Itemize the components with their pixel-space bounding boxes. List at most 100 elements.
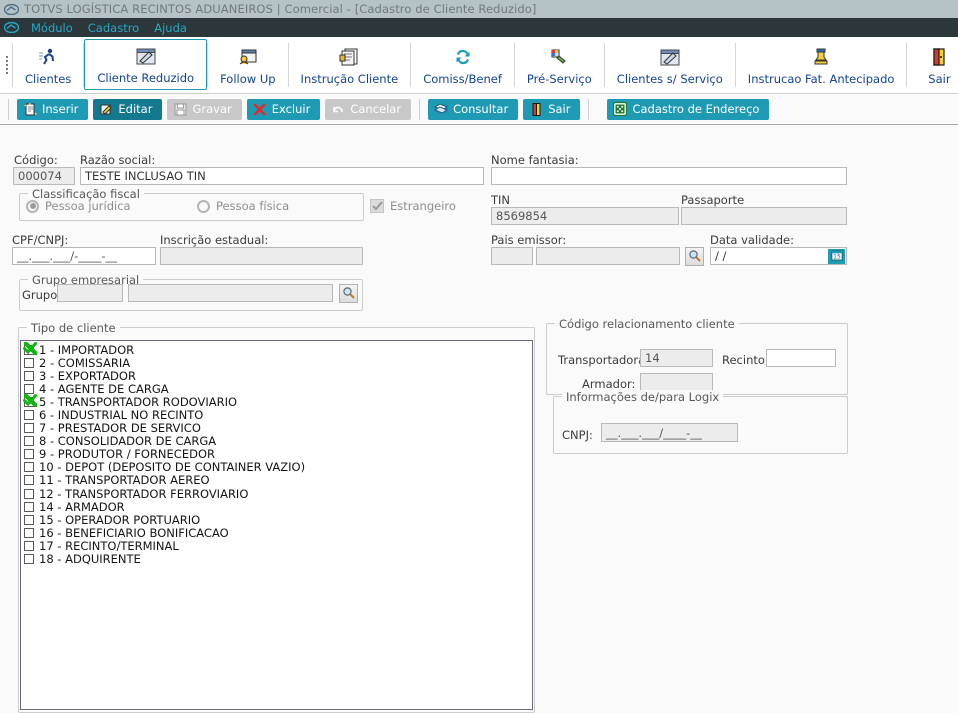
- checkbox-checked-icon[interactable]: [23, 341, 37, 355]
- checkbox-icon[interactable]: [24, 554, 34, 565]
- tipo-cliente-item[interactable]: 14 - ARMADOR: [21, 500, 532, 514]
- window-pen-icon: [136, 44, 156, 68]
- ribbon-item-pre-servico[interactable]: Pré-Serviço: [515, 37, 604, 93]
- tipo-cliente-item[interactable]: 6 - INDUSTRIAL NO RECINTO: [21, 408, 532, 423]
- tipo-cliente-item-label: 6 - INDUSTRIAL NO RECINTO: [39, 408, 204, 423]
- ribbon-item-instrucao-cliente[interactable]: Instrução Cliente: [289, 37, 411, 93]
- sair-button[interactable]: Sair: [523, 98, 581, 120]
- consultar-button[interactable]: Consultar: [428, 98, 519, 120]
- tipo-cliente-item[interactable]: 5 - TRANSPORTADOR RODOVIARIO: [21, 393, 532, 409]
- tipo-cliente-item[interactable]: 7 - PRESTADOR DE SERVICO: [21, 421, 532, 435]
- checkbox-icon[interactable]: [24, 357, 34, 368]
- cancelar-button[interactable]: Cancelar: [325, 98, 412, 120]
- tipo-cliente-item[interactable]: 2 - COMISSARIA: [21, 356, 532, 370]
- ribbon-label-instrucao-cliente: Instrução Cliente: [300, 72, 399, 86]
- checkbox-icon[interactable]: [24, 383, 34, 394]
- menu-item-ajuda[interactable]: Ajuda: [154, 20, 187, 35]
- grupo-code-input[interactable]: [57, 284, 123, 302]
- tin-input[interactable]: 8569854: [491, 207, 679, 225]
- checkbox-icon[interactable]: [24, 501, 34, 512]
- inserir-button[interactable]: Inserir: [17, 98, 89, 120]
- title-bar: TOTVS LOGÍSTICA RECINTOS ADUANEIROS | Co…: [0, 0, 958, 18]
- tipo-cliente-item[interactable]: 9 - PRODUTOR / FORNECEDOR: [21, 447, 532, 461]
- ribbon-label-pre-servico: Pré-Serviço: [526, 72, 592, 86]
- data-validade-input[interactable]: / /: [710, 247, 847, 265]
- person-card-icon: [238, 45, 258, 69]
- tipo-cliente-list[interactable]: 1 - IMPORTADOR 2 - COMISSARIA 3 - EXPORTAD…: [20, 340, 533, 710]
- ribbon-item-sair[interactable]: Sair: [907, 37, 958, 93]
- ribbon-item-comiss-benef[interactable]: Comiss/Benef: [411, 37, 514, 93]
- ribbon-separator: [83, 43, 85, 87]
- tipo-cliente-item[interactable]: 10 - DEPOT (DEPOSITO DE CONTAINER VAZIO): [21, 460, 532, 474]
- window-pen-icon: [660, 45, 680, 69]
- logix-cnpj-input[interactable]: __.___.___/____-__: [601, 423, 738, 442]
- ribbon-item-clientes-sem-servico[interactable]: Clientes s/ Serviço: [605, 37, 735, 93]
- edit-icon: [99, 102, 113, 116]
- grupo-lookup-button[interactable]: [339, 284, 358, 303]
- grupo-name-input[interactable]: [128, 284, 333, 302]
- checkbox-icon[interactable]: [24, 540, 34, 551]
- codigo-input[interactable]: 000074: [13, 167, 75, 185]
- palette-icon: [549, 45, 569, 69]
- checkbox-icon[interactable]: [24, 514, 34, 525]
- checkbox-icon[interactable]: [24, 527, 34, 538]
- toolbar-grip[interactable]: [2, 37, 12, 93]
- radio-pessoa-juridica[interactable]: Pessoa jurídica: [26, 199, 131, 213]
- inserir-label: Inserir: [42, 102, 79, 116]
- passaporte-input[interactable]: [681, 207, 847, 225]
- transportadora-label: Transportadora:: [558, 353, 649, 367]
- window-title: TOTVS LOGÍSTICA RECINTOS ADUANEIROS | Co…: [24, 2, 537, 16]
- menu-item-cadastro[interactable]: Cadastro: [87, 20, 140, 35]
- data-validade-calendar-button[interactable]: 15: [828, 248, 845, 264]
- ribbon-item-instrucao-fat-antecipado[interactable]: Instrucao Fat. Antecipado: [736, 37, 907, 93]
- checkbox-icon[interactable]: [24, 462, 34, 473]
- checkbox-icon[interactable]: [24, 436, 34, 447]
- totvs-logo-icon: [4, 3, 19, 15]
- pais-emissor-code-input[interactable]: [491, 247, 533, 265]
- tipo-cliente-item[interactable]: 17 - RECINTO/TERMINAL: [21, 539, 532, 553]
- cpf-cnpj-label: CPF/CNPJ:: [12, 233, 69, 247]
- menu-item-modulo[interactable]: Módulo: [31, 20, 73, 35]
- cpf-cnpj-input[interactable]: __.___.___/-____-__: [12, 247, 156, 265]
- checkbox-checked-icon[interactable]: [23, 393, 37, 407]
- ribbon-item-follow-up[interactable]: Follow Up: [208, 37, 287, 93]
- passaporte-label: Passaporte: [681, 193, 745, 207]
- nome-fantasia-input[interactable]: [491, 167, 847, 185]
- radio-pessoa-fisica[interactable]: Pessoa física: [197, 199, 289, 213]
- recinto-input[interactable]: [766, 349, 836, 367]
- excluir-button[interactable]: Excluir: [246, 98, 321, 120]
- checkbox-icon[interactable]: [24, 449, 34, 460]
- tipo-cliente-item[interactable]: 15 - OPERADOR PORTUARIO: [21, 513, 532, 527]
- editar-label: Editar: [118, 102, 153, 116]
- pais-emissor-lookup-button[interactable]: [685, 247, 704, 266]
- ribbon-item-cliente-reduzido[interactable]: Cliente Reduzido: [84, 39, 208, 90]
- tipo-cliente-item[interactable]: 12 - TRANSPORTADOR FERROVIARIO: [21, 487, 532, 501]
- editar-button[interactable]: Editar: [93, 98, 163, 120]
- checkbox-icon[interactable]: [24, 410, 34, 421]
- tipo-cliente-item[interactable]: 8 - CONSOLIDADOR DE CARGA: [21, 434, 532, 448]
- checkbox-icon[interactable]: [24, 423, 34, 434]
- tipo-cliente-item[interactable]: 11 - TRANSPORTADOR AEREO: [21, 473, 532, 487]
- classificacao-fiscal-group: Classificação fiscal: [19, 187, 364, 221]
- svg-text:15: 15: [833, 253, 841, 260]
- cadastro-endereco-button[interactable]: Cadastro de Endereço: [607, 98, 770, 120]
- magnifier-icon: [342, 286, 355, 302]
- ribbon-separator: [207, 43, 209, 87]
- razao-social-input[interactable]: TESTE INCLUSAO TIN: [80, 167, 484, 185]
- tipo-cliente-item[interactable]: 3 - EXPORTADOR: [21, 369, 532, 383]
- checkbox-icon[interactable]: [24, 488, 34, 499]
- checkbox-icon[interactable]: [24, 370, 34, 381]
- gravar-button[interactable]: Gravar: [167, 98, 242, 120]
- save-icon: [173, 102, 187, 116]
- pais-emissor-name-input[interactable]: [536, 247, 680, 265]
- estrangeiro-checkbox[interactable]: Estrangeiro: [370, 199, 456, 213]
- tipo-cliente-item[interactable]: 18 - ADQUIRENTE: [21, 552, 532, 566]
- checkbox-icon[interactable]: [24, 475, 34, 486]
- ribbon-item-clientes[interactable]: Clientes: [13, 37, 83, 93]
- tipo-cliente-item[interactable]: 16 - BENEFICIARIO BONIFICACAO: [21, 526, 532, 540]
- transportadora-input[interactable]: 14: [640, 349, 713, 367]
- armador-input[interactable]: [640, 373, 713, 391]
- tipo-cliente-item[interactable]: 4 - AGENTE DE CARGA: [21, 382, 532, 396]
- inscricao-estadual-input[interactable]: [160, 247, 363, 265]
- tipo-cliente-item[interactable]: 1 - IMPORTADOR: [21, 341, 532, 357]
